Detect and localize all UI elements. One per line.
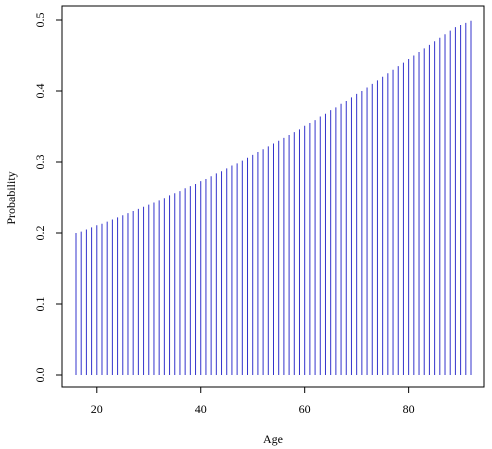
y-tick-label: 0.4	[33, 84, 47, 99]
x-axis: 20 40 60 80	[91, 387, 415, 416]
probability-lines	[75, 20, 472, 375]
x-tick-label: 80	[403, 402, 415, 416]
y-tick-label: 0.2	[33, 226, 47, 241]
plot-frame	[61, 5, 485, 388]
y-tick-label: 0.3	[33, 155, 47, 170]
y-tick-label: 0.1	[33, 297, 47, 312]
x-tick-label: 20	[91, 402, 103, 416]
y-axis-label: Probability	[4, 171, 18, 224]
x-tick-label: 60	[299, 402, 311, 416]
x-tick-label: 40	[195, 402, 207, 416]
y-axis: 0.0 0.1 0.2 0.3 0.4 0.5	[33, 13, 62, 383]
x-axis-label: Age	[263, 432, 283, 446]
y-tick-label: 0.0	[33, 368, 47, 383]
y-tick-label: 0.5	[33, 13, 47, 28]
